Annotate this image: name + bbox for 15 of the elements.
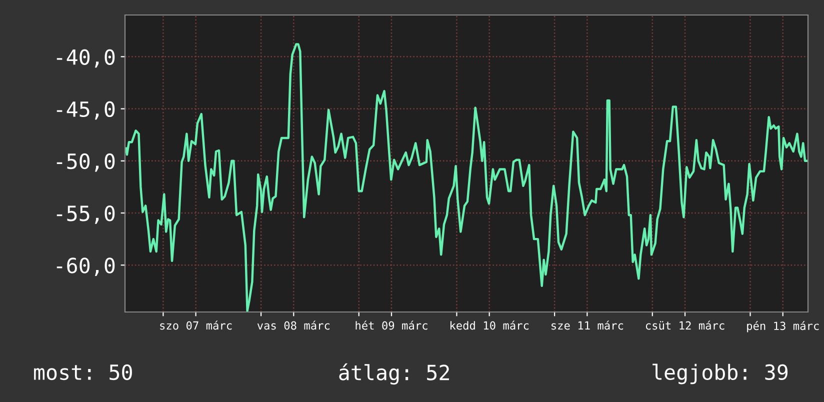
y-tick-label: -40,0 [56, 49, 115, 68]
y-tick-label: -60,0 [56, 258, 115, 276]
x-tick-label: vas 08 márc [257, 320, 330, 330]
text: átlag: 52 [339, 363, 449, 385]
x-tick-label: pén 13 márc [747, 321, 819, 332]
text: legjobb: 39 [652, 364, 788, 384]
y-tick-label: -50,0 [56, 153, 115, 172]
x-tick-label: hét 09 márc [356, 320, 428, 330]
x-tick-label: szo 07 márc [160, 320, 232, 330]
x-tick-label: csüt 12 márc [646, 320, 724, 330]
y-tick-label: -45,0 [56, 101, 115, 120]
y-tick-label: -55,0 [56, 206, 115, 224]
text: most: 50 [34, 364, 132, 380]
x-tick-label: sze 11 márc [552, 320, 624, 330]
x-tick-label: kedd 10 márc [450, 320, 529, 330]
